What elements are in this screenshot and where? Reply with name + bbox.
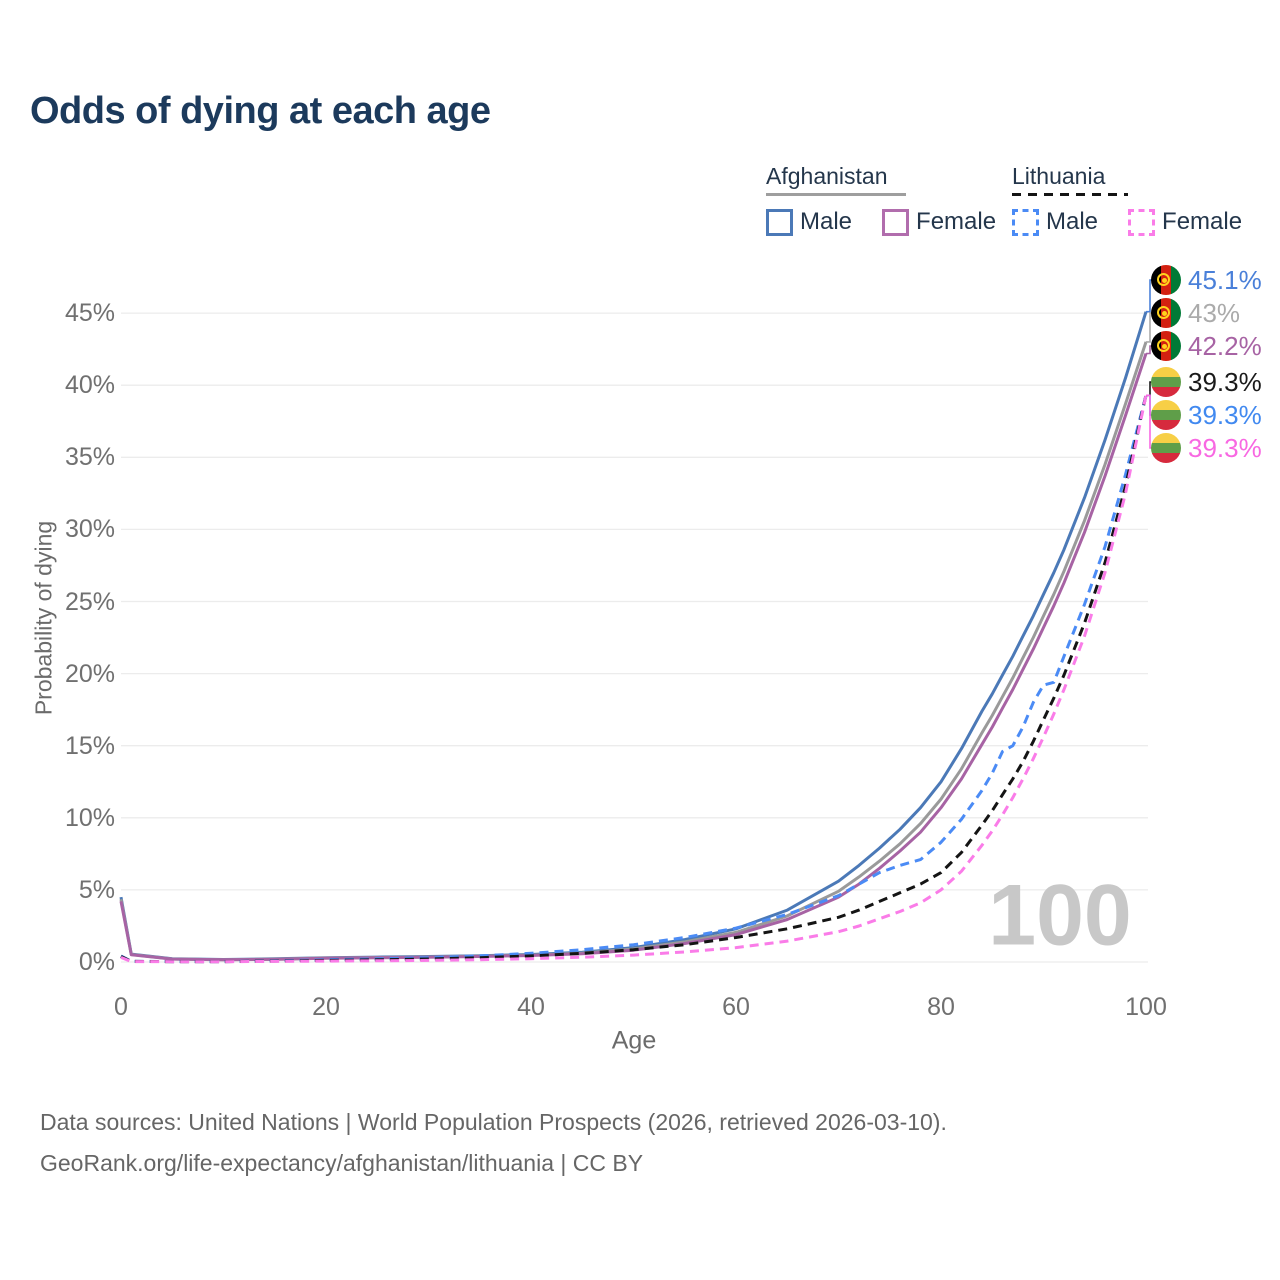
y-tick-label: 0% [78, 948, 115, 976]
x-tick-label: 40 [517, 993, 545, 1021]
end-label-value: 42.2% [1188, 330, 1262, 361]
x-tick-label: 20 [312, 993, 340, 1021]
x-tick-label: 80 [927, 993, 955, 1021]
end-label-value: 39.3% [1188, 432, 1262, 463]
x-tick-label: 0 [114, 993, 128, 1021]
series-line-afghanistan-male[interactable] [119, 311, 1148, 961]
afghanistan-flag-icon [1151, 331, 1181, 361]
data-sources-text: Data sources: United Nations | World Pop… [40, 1109, 947, 1135]
afghanistan-female-swatch-icon [882, 208, 910, 236]
x-tick-label: 100 [1125, 993, 1167, 1021]
end-label-afghanistan-female: 42.2% [1151, 330, 1262, 362]
series-line-lithuania-female[interactable] [120, 394, 1148, 964]
end-label-value: 39.3% [1188, 366, 1262, 397]
afghanistan-flag-icon [1151, 298, 1181, 328]
legend-item-lithuania-male[interactable]: Male [1012, 208, 1098, 236]
y-tick-label: 30% [64, 515, 115, 544]
page-title: Odds of dying at each age [30, 90, 491, 132]
legend-item-lithuania-female[interactable]: Female [1128, 208, 1242, 236]
lithuania-flag-icon [1151, 400, 1181, 430]
afghanistan-flag-icon [1151, 265, 1181, 295]
end-label-lithuania-female: 39.3% [1151, 432, 1262, 464]
attribution-text: GeoRank.org/life-expectancy/afghanistan/… [40, 1150, 644, 1176]
footer: Data sources: United Nations | World Pop… [40, 1102, 947, 1184]
legend-item-label: Female [916, 208, 997, 235]
y-tick-label: 45% [64, 299, 115, 328]
x-tick-label: 60 [722, 993, 750, 1021]
end-label-afghanistan-male: 45.1% [1151, 264, 1262, 296]
y-tick-label: 10% [64, 803, 115, 832]
lithuania-flag-icon [1151, 367, 1181, 397]
afghanistan-line-style-sample [766, 193, 906, 196]
legend-group-afghanistan: Afghanistan Male Female [766, 163, 1026, 236]
end-label-lithuania-male: 39.3% [1151, 399, 1262, 431]
legend-group-lithuania: Lithuania Male Female [1012, 163, 1272, 236]
legend-item-label: Female [1162, 208, 1243, 235]
end-label-lithuania-total: 39.3% [1151, 366, 1262, 398]
lithuania-female-swatch-icon [1128, 208, 1156, 236]
legend-item-label: Male [800, 208, 853, 235]
y-tick-label: 25% [64, 587, 115, 616]
end-label-value: 39.3% [1188, 399, 1262, 430]
end-label-value: 45.1% [1188, 264, 1262, 295]
y-tick-label: 40% [64, 371, 115, 400]
lithuania-flag-icon [1151, 433, 1181, 463]
y-tick-label: 15% [64, 731, 115, 760]
x-axis-title: Age [611, 1026, 657, 1055]
lithuania-male-swatch-icon [1012, 208, 1039, 236]
legend-country-afghanistan: Afghanistan [766, 163, 888, 189]
y-tick-label: 35% [64, 443, 115, 472]
y-tick-label: 5% [78, 875, 115, 904]
lithuania-line-style-sample [1012, 193, 1128, 196]
end-label-value: 43% [1188, 297, 1241, 328]
y-tick-label: 20% [64, 659, 115, 688]
legend-item-afghanistan-male[interactable]: Male [766, 208, 852, 236]
legend-item-afghanistan-female[interactable]: Female [882, 208, 996, 236]
end-label-afghanistan-total: 43% [1151, 297, 1240, 329]
age-counter-watermark: 100 [988, 867, 1132, 964]
legend-item-label: Male [1046, 208, 1099, 235]
legend-country-lithuania: Lithuania [1012, 163, 1106, 189]
afghanistan-male-swatch-icon [766, 208, 793, 236]
